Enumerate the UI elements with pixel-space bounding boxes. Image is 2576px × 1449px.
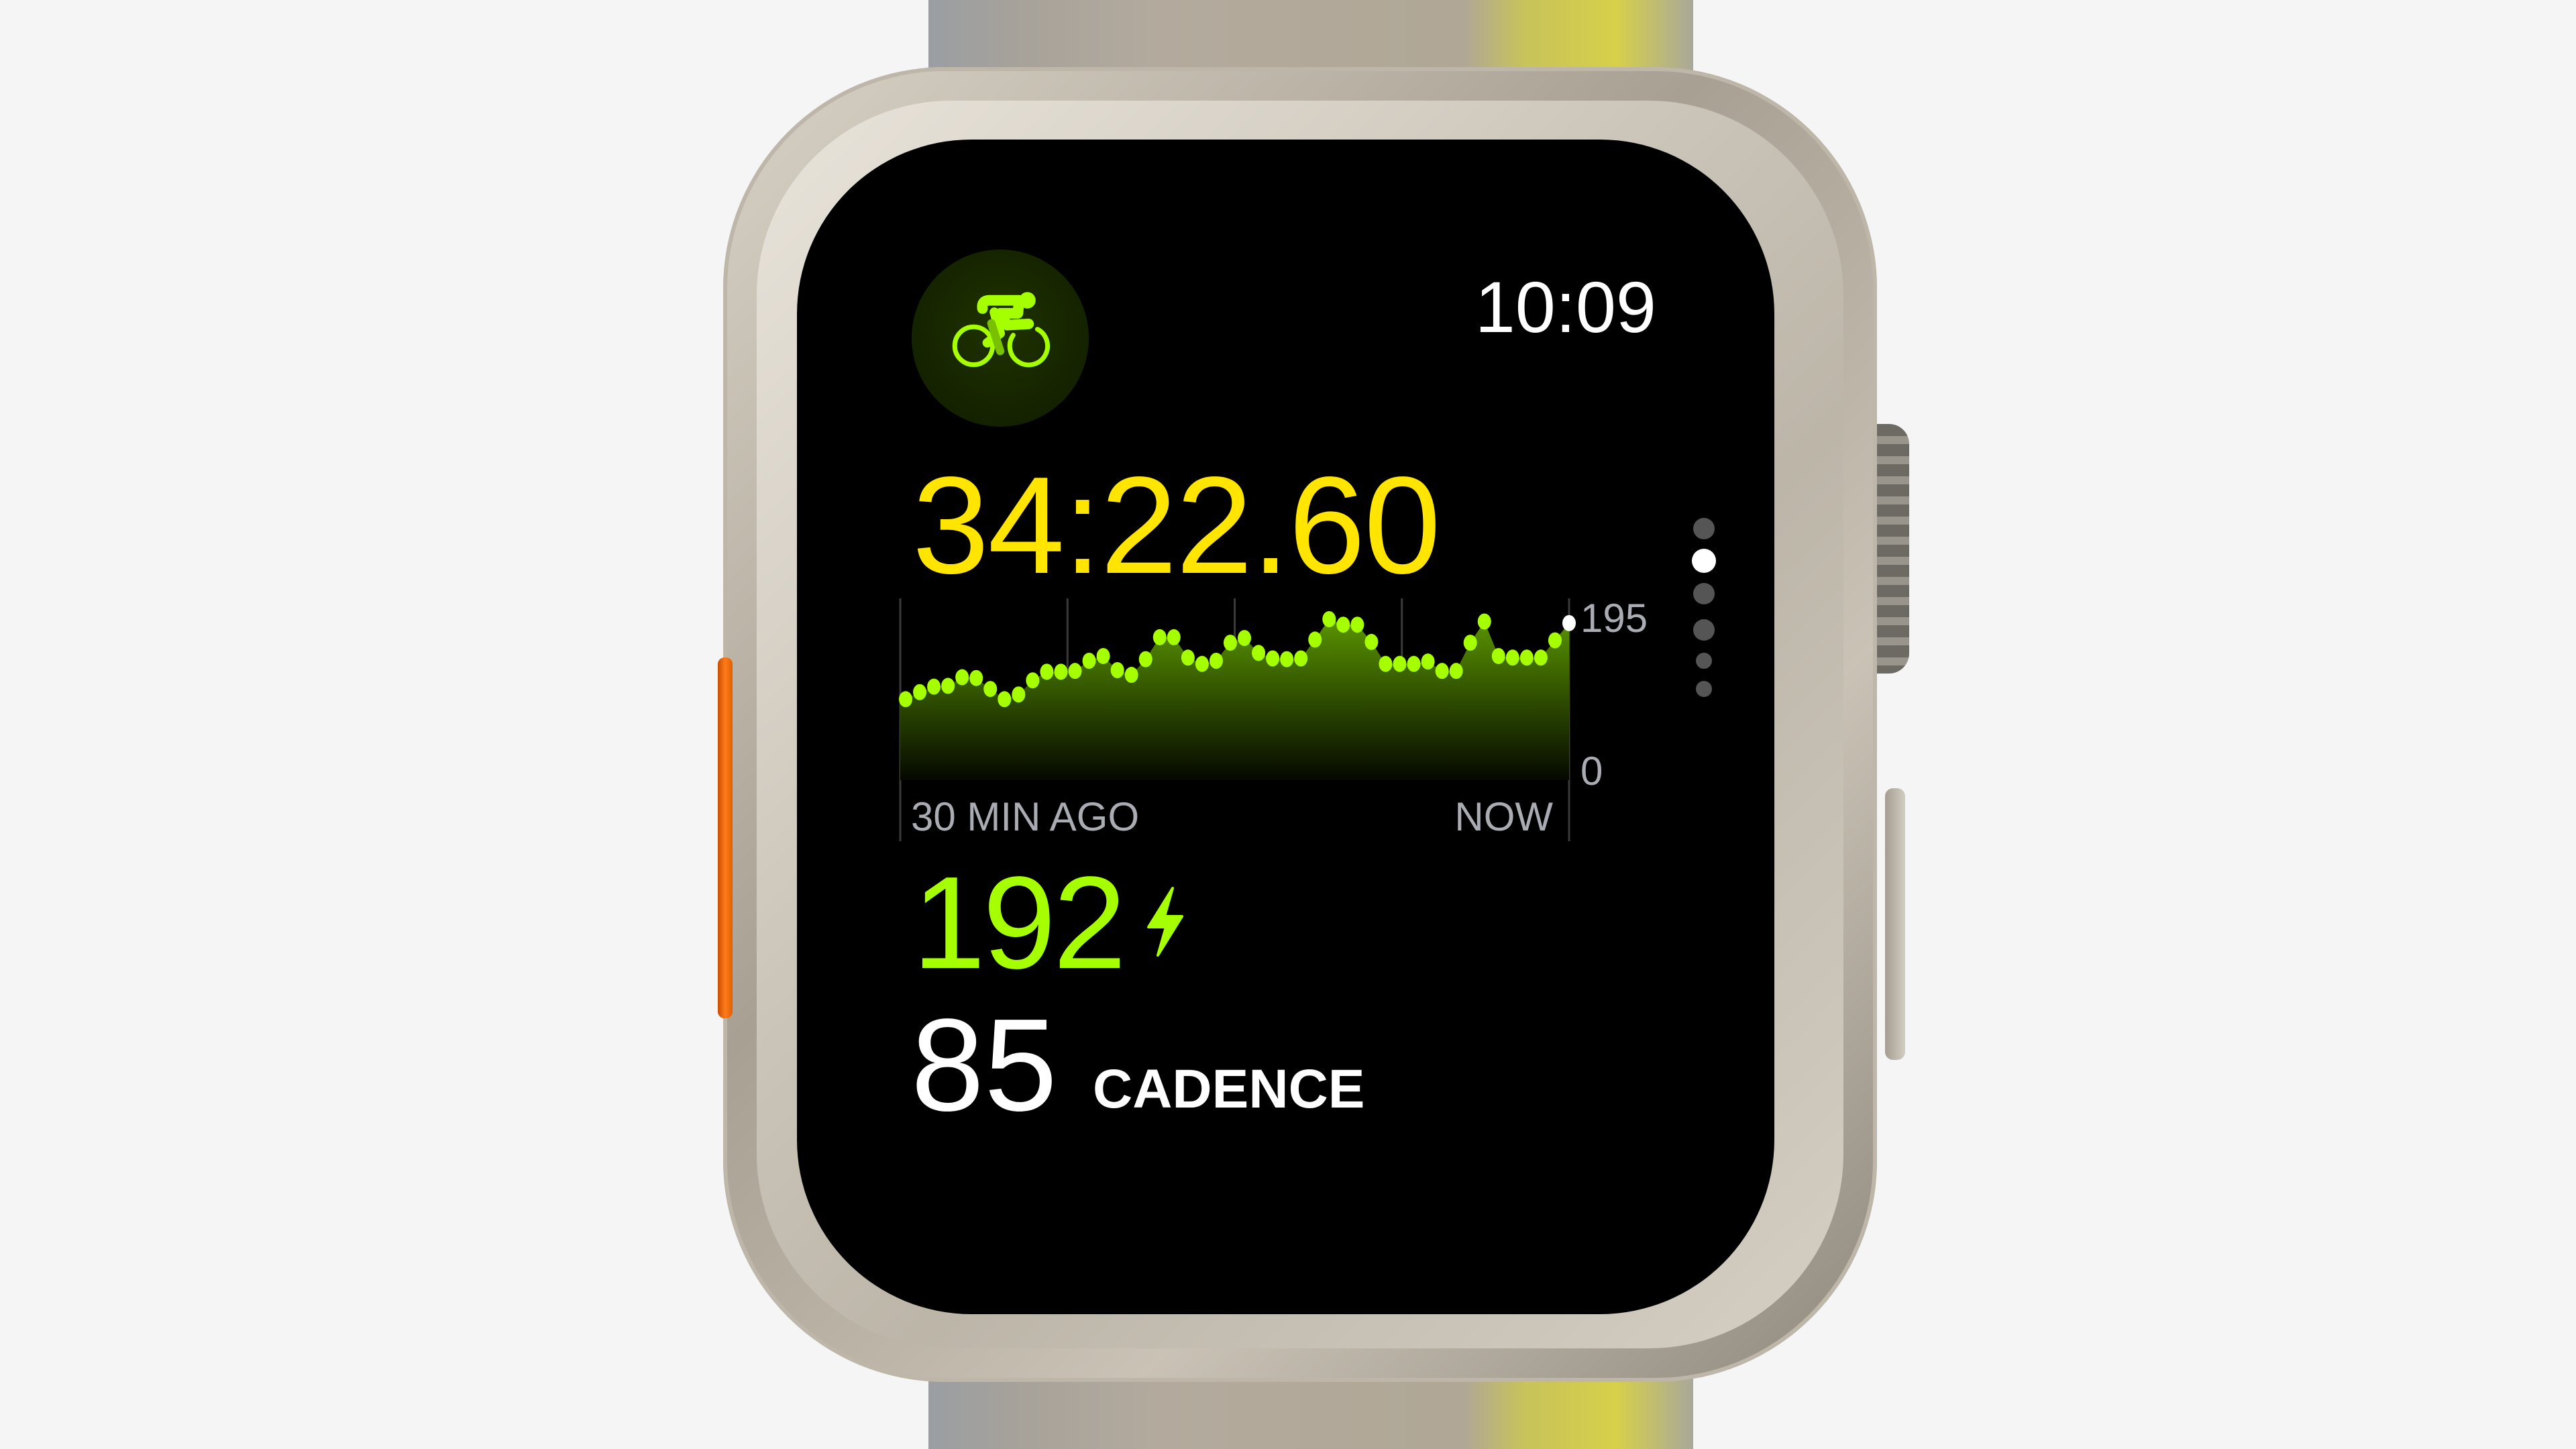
- area-fill: [900, 619, 1569, 780]
- data-point: [927, 678, 941, 695]
- page-dot[interactable]: [1693, 583, 1715, 604]
- page-indicator[interactable]: [1690, 515, 1717, 697]
- side-button[interactable]: [1885, 788, 1905, 1060]
- data-point: [1026, 672, 1040, 689]
- data-point: [1519, 649, 1534, 666]
- data-point: [1308, 631, 1322, 648]
- data-point: [1294, 650, 1308, 667]
- data-point: [1280, 651, 1294, 667]
- data-point: [1012, 686, 1026, 703]
- cadence-label: CADENCE: [1093, 1059, 1365, 1120]
- data-point: [899, 691, 912, 708]
- data-point: [1393, 655, 1407, 672]
- data-point: [955, 669, 969, 686]
- data-point: [1548, 632, 1562, 649]
- data-point: [1138, 651, 1152, 667]
- data-point: [1096, 647, 1110, 664]
- data-point: [1421, 653, 1435, 670]
- data-point: [1252, 645, 1266, 661]
- cadence-value: 85: [911, 991, 1058, 1138]
- y-tick-max: 195: [1580, 596, 1648, 641]
- data-point: [1152, 629, 1167, 645]
- data-point: [1124, 667, 1138, 684]
- data-point: [983, 681, 998, 698]
- data-point: [1449, 663, 1463, 680]
- data-point: [1266, 650, 1280, 667]
- data-point: [1110, 662, 1124, 679]
- data-point: [1209, 652, 1223, 669]
- cycling-icon: [952, 292, 1051, 368]
- data-point: [1435, 663, 1449, 680]
- bolt-icon: [1147, 887, 1183, 957]
- data-point: [1082, 652, 1096, 669]
- y-tick-min: 0: [1580, 749, 1603, 794]
- data-point: [1364, 633, 1379, 650]
- x-label-end: NOW: [1454, 794, 1553, 839]
- data-point: [1350, 616, 1364, 633]
- elapsed-time: 34:22.60: [912, 448, 1441, 602]
- watch-screen: 10:09 34:22.60 195 0 30 MIN AGO NOW 192 …: [797, 140, 1774, 1314]
- action-button[interactable]: [718, 657, 733, 1018]
- data-point: [1054, 663, 1068, 680]
- page-dot[interactable]: [1693, 518, 1715, 539]
- data-point: [1322, 611, 1336, 628]
- data-point: [969, 669, 983, 686]
- data-point: [998, 691, 1012, 708]
- x-label-start: 30 MIN AGO: [911, 794, 1140, 839]
- workout-icon-button[interactable]: [912, 250, 1089, 427]
- data-point: [1491, 647, 1505, 664]
- data-point: [1181, 649, 1195, 666]
- data-point: [913, 684, 927, 700]
- data-point: [1336, 616, 1350, 633]
- page-dot[interactable]: [1693, 619, 1715, 641]
- data-point: [1223, 635, 1237, 651]
- data-point: [1534, 649, 1548, 666]
- page-dot[interactable]: [1696, 653, 1712, 669]
- data-point: [1379, 655, 1393, 672]
- clock-time: 10:09: [1474, 266, 1656, 347]
- data-point: [1238, 630, 1252, 647]
- power-chart: [899, 598, 1576, 841]
- data-point: [1505, 649, 1519, 666]
- data-point: [1195, 655, 1209, 672]
- data-point: [1167, 629, 1181, 645]
- data-point: [1407, 655, 1421, 672]
- page-dot[interactable]: [1696, 681, 1712, 697]
- data-point: [1477, 613, 1491, 630]
- data-point: [1040, 663, 1054, 680]
- data-point: [1068, 663, 1082, 680]
- data-point: [1463, 635, 1477, 651]
- page-dot-active[interactable]: [1692, 549, 1716, 573]
- data-point: [941, 678, 955, 694]
- data-point-current: [1562, 614, 1576, 631]
- power-value: 192: [912, 849, 1126, 996]
